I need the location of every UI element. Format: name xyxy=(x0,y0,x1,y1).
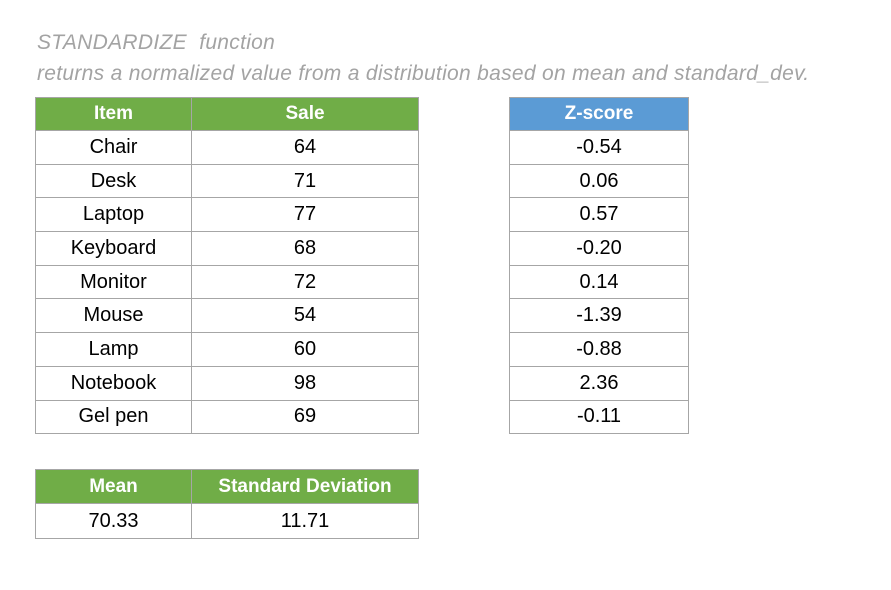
sale-cell: 54 xyxy=(191,298,419,334)
table-row: Mouse 54 xyxy=(35,298,419,334)
zscore-table-header: Z-score xyxy=(509,97,689,131)
item-cell: Notebook xyxy=(35,365,192,401)
page-title: STANDARDIZE function xyxy=(37,31,276,54)
sale-cell: 77 xyxy=(191,197,419,233)
sale-cell: 69 xyxy=(191,399,419,435)
table-row: -1.39 xyxy=(509,298,689,334)
stats-table: Mean Standard Deviation 70.33 11.71 xyxy=(35,469,419,539)
zscore-cell: -1.39 xyxy=(509,298,689,334)
table-row: -0.11 xyxy=(509,399,689,435)
stats-table-header-row: Mean Standard Deviation xyxy=(35,469,419,504)
zscore-cell: -0.88 xyxy=(509,332,689,367)
item-cell: Monitor xyxy=(35,264,192,300)
sale-cell: 72 xyxy=(191,264,419,300)
page-subtitle: returns a normalized value from a distri… xyxy=(37,62,810,85)
table-row: Lamp 60 xyxy=(35,332,419,367)
table-row: 70.33 11.71 xyxy=(35,503,419,539)
zscore-cell: 0.57 xyxy=(509,197,689,233)
zscore-table-header-row: Z-score xyxy=(509,97,689,131)
table-row: Notebook 98 xyxy=(35,365,419,401)
zscore-cell: -0.20 xyxy=(509,231,689,266)
sale-cell: 98 xyxy=(191,365,419,401)
table-row: Laptop 77 xyxy=(35,197,419,233)
sale-cell: 68 xyxy=(191,231,419,266)
table-row: 2.36 xyxy=(509,365,689,401)
sale-cell: 60 xyxy=(191,332,419,367)
item-cell: Lamp xyxy=(35,332,192,367)
mean-cell: 70.33 xyxy=(35,503,192,539)
item-cell: Chair xyxy=(35,130,192,165)
stdev-cell: 11.71 xyxy=(191,503,419,539)
zscore-cell: -0.11 xyxy=(509,399,689,435)
stats-table-header-mean: Mean xyxy=(35,469,192,504)
table-row: 0.57 xyxy=(509,197,689,233)
table-row: 0.06 xyxy=(509,163,689,199)
stats-table-header-stdev: Standard Deviation xyxy=(191,469,419,504)
table-row: -0.20 xyxy=(509,231,689,266)
sales-table-header-sale: Sale xyxy=(191,97,419,131)
table-row: -0.54 xyxy=(509,130,689,165)
table-row: Desk 71 xyxy=(35,163,419,199)
zscore-cell: -0.54 xyxy=(509,130,689,165)
sale-cell: 64 xyxy=(191,130,419,165)
zscore-cell: 0.14 xyxy=(509,264,689,300)
sales-table-header-item: Item xyxy=(35,97,192,131)
zscore-cell: 0.06 xyxy=(509,163,689,199)
sales-table-header-row: Item Sale xyxy=(35,97,419,131)
table-row: -0.88 xyxy=(509,332,689,367)
table-row: Keyboard 68 xyxy=(35,231,419,266)
item-cell: Keyboard xyxy=(35,231,192,266)
item-cell: Mouse xyxy=(35,298,192,334)
sale-cell: 71 xyxy=(191,163,419,199)
table-row: Monitor 72 xyxy=(35,264,419,300)
zscore-cell: 2.36 xyxy=(509,365,689,401)
item-cell: Laptop xyxy=(35,197,192,233)
item-cell: Desk xyxy=(35,163,192,199)
zscore-table: Z-score -0.54 0.06 0.57 -0.20 0.14 -1.39 xyxy=(509,97,689,435)
table-row: Chair 64 xyxy=(35,130,419,165)
sales-table: Item Sale Chair 64 Desk 71 Laptop 77 Key… xyxy=(35,97,419,435)
table-row: Gel pen 69 xyxy=(35,399,419,435)
table-row: 0.14 xyxy=(509,264,689,300)
item-cell: Gel pen xyxy=(35,399,192,435)
